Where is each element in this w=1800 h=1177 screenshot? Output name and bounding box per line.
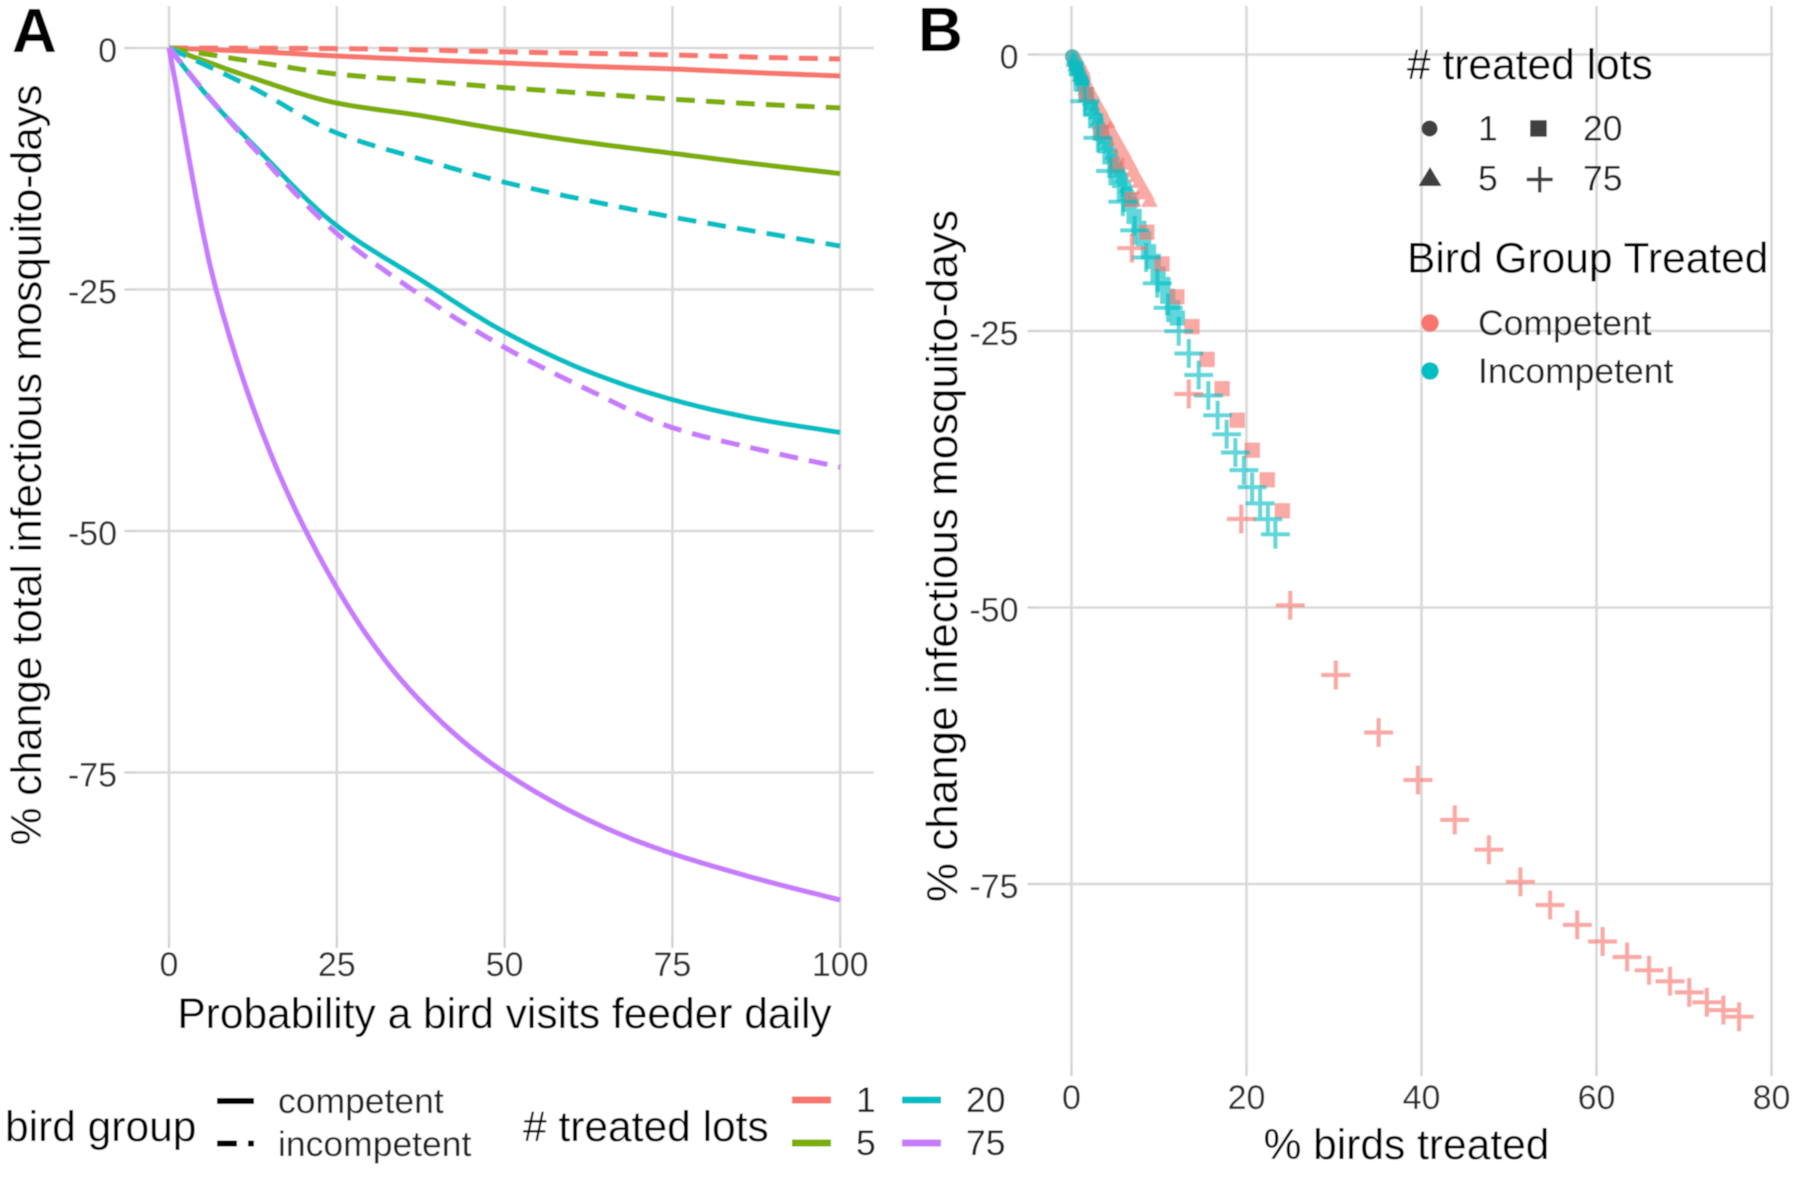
svg-text:20: 20 [1228,1079,1266,1117]
svg-text:20: 20 [966,1080,1006,1120]
svg-text:25: 25 [318,946,356,984]
svg-text:# treated lots: # treated lots [1407,42,1653,89]
svg-text:-75: -75 [969,868,1018,906]
svg-text:100: 100 [812,946,869,984]
svg-text:20: 20 [1583,109,1623,149]
svg-text:incompetent: incompetent [278,1124,472,1164]
svg-text:0: 0 [1000,39,1019,77]
svg-text:A: A [12,0,57,66]
svg-text:0: 0 [160,946,179,984]
svg-text:60: 60 [1578,1079,1616,1117]
svg-text:Probability a bird visits feed: Probability a bird visits feeder daily [177,991,832,1038]
svg-text:-25: -25 [969,315,1018,353]
svg-text:Bird Group Treated: Bird Group Treated [1407,236,1768,283]
svg-text:-50: -50 [68,515,117,553]
svg-text:1: 1 [856,1080,876,1120]
svg-text:1: 1 [1478,109,1498,149]
svg-text:-50: -50 [969,592,1018,630]
svg-text:Competent: Competent [1478,303,1652,343]
svg-text:-25: -25 [68,274,117,312]
svg-text:bird group: bird group [5,1104,196,1151]
svg-text:75: 75 [966,1123,1006,1163]
svg-text:5: 5 [856,1123,876,1163]
svg-text:# treated lots: # treated lots [523,1104,769,1151]
svg-text:75: 75 [1583,159,1623,199]
svg-text:40: 40 [1403,1079,1441,1117]
svg-text:% change infectious mosquito-d: % change infectious mosquito-days [918,210,967,902]
svg-text:75: 75 [653,946,691,984]
svg-text:Incompetent: Incompetent [1478,351,1674,391]
svg-text:0: 0 [1062,1079,1081,1117]
svg-text:0: 0 [98,32,117,70]
svg-text:-75: -75 [68,757,117,795]
svg-text:% change total infectious mosq: % change total infectious mosquito-days [4,85,51,846]
svg-text:80: 80 [1753,1079,1791,1117]
svg-text:50: 50 [486,946,524,984]
svg-text:competent: competent [278,1081,444,1121]
svg-text:B: B [918,0,963,65]
svg-text:% birds treated: % birds treated [1264,1122,1550,1169]
svg-text:5: 5 [1478,159,1498,199]
